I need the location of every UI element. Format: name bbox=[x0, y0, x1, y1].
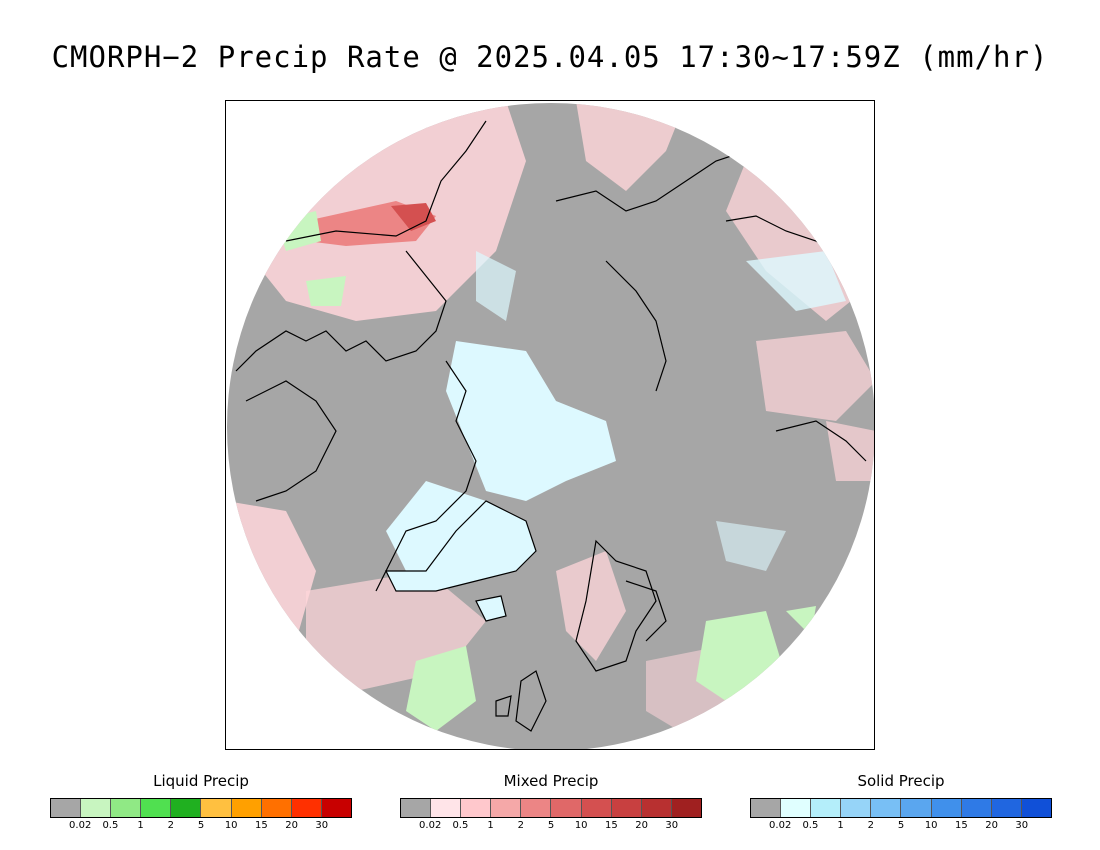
legend-swatch bbox=[901, 799, 932, 817]
legend-title: Mixed Precip bbox=[503, 772, 599, 790]
legend-swatch bbox=[991, 799, 1022, 817]
legend-tick-label: 15 bbox=[605, 820, 618, 831]
legend-tick-label: 30 bbox=[665, 820, 679, 831]
legend-swatch bbox=[581, 799, 612, 817]
legend-tick-label: 20 bbox=[985, 820, 998, 831]
legend-tick-label: 30 bbox=[1015, 820, 1029, 831]
legend-swatch bbox=[841, 799, 872, 817]
legend-tick-label: 15 bbox=[955, 820, 968, 831]
legend-swatch bbox=[201, 799, 232, 817]
legend-mixed: Mixed Precip 0.02 0.5 1 2 5 10 15 20 30 bbox=[400, 772, 702, 832]
legend-title: Solid Precip bbox=[857, 772, 945, 790]
legend-tick-label: 10 bbox=[574, 820, 588, 831]
legend-tick-label: 2 bbox=[517, 820, 524, 831]
map-title: CMORPH−2 Precip Rate @ 2025.04.05 17:30~… bbox=[51, 40, 1049, 74]
legend-solid: Solid Precip 0.02 0.5 1 2 5 10 15 20 30 bbox=[750, 772, 1052, 832]
legend-swatch bbox=[671, 799, 701, 817]
legend-color-bar bbox=[750, 798, 1052, 818]
legend-tick-label: 2 bbox=[867, 820, 874, 831]
legend-tick-label: 5 bbox=[897, 820, 905, 831]
legend-swatch bbox=[51, 799, 82, 817]
legend-swatch bbox=[641, 799, 672, 817]
legend-swatch bbox=[751, 799, 782, 817]
legend-swatch bbox=[171, 799, 202, 817]
legend-tick-label: 0.5 bbox=[102, 820, 119, 831]
legend-swatch bbox=[261, 799, 292, 817]
legend-tick-label: 0.02 bbox=[69, 820, 92, 831]
legend-swatch bbox=[551, 799, 582, 817]
heavy-mixed-core bbox=[391, 203, 436, 231]
legend-tick-label: 5 bbox=[197, 820, 205, 831]
legend-tick-label: 20 bbox=[635, 820, 648, 831]
legend-swatch bbox=[291, 799, 322, 817]
legend-tick-label: 30 bbox=[315, 820, 329, 831]
legend-swatch bbox=[81, 799, 112, 817]
legend-swatch bbox=[611, 799, 642, 817]
legend-swatch bbox=[961, 799, 992, 817]
legend-swatch bbox=[111, 799, 142, 817]
legend-tick-label: 1 bbox=[837, 820, 844, 831]
legend-swatch bbox=[401, 799, 432, 817]
legend-liquid: Liquid Precip 0.02 0.5 1 2 5 10 15 20 30 bbox=[50, 772, 352, 832]
legend-swatch bbox=[931, 799, 962, 817]
legend-swatch bbox=[521, 799, 552, 817]
legend-tick-label: 10 bbox=[924, 820, 938, 831]
legend-swatch bbox=[141, 799, 172, 817]
legend-tick-label: 2 bbox=[167, 820, 174, 831]
legend-swatch bbox=[1021, 799, 1051, 817]
legend-tick-label: 1 bbox=[487, 820, 494, 831]
legend-swatch bbox=[431, 799, 462, 817]
legend-swatch bbox=[321, 799, 351, 817]
map-frame bbox=[225, 100, 875, 750]
legend-swatch bbox=[811, 799, 842, 817]
legend-swatch bbox=[781, 799, 812, 817]
legend-ticks: 0.02 0.5 1 2 5 10 15 20 30 bbox=[400, 818, 702, 832]
legend-tick-label: 10 bbox=[224, 820, 238, 831]
legend-tick-label: 0.5 bbox=[452, 820, 469, 831]
legend-tick-label: 0.5 bbox=[802, 820, 819, 831]
legend-tick-label: 0.02 bbox=[419, 820, 442, 831]
legend-ticks: 0.02 0.5 1 2 5 10 15 20 30 bbox=[750, 818, 1052, 832]
legend-tick-label: 5 bbox=[547, 820, 555, 831]
legend-swatch bbox=[231, 799, 262, 817]
precip-map bbox=[227, 103, 874, 749]
coastlines bbox=[235, 120, 867, 732]
legend-swatch bbox=[491, 799, 522, 817]
legend-swatch bbox=[461, 799, 492, 817]
legend-tick-label: 1 bbox=[137, 820, 144, 831]
legend-tick-label: 20 bbox=[285, 820, 298, 831]
legend-ticks: 0.02 0.5 1 2 5 10 15 20 30 bbox=[50, 818, 352, 832]
legend-color-bar bbox=[400, 798, 702, 818]
solid-precip-areas bbox=[386, 251, 846, 581]
legend-title: Liquid Precip bbox=[153, 772, 249, 790]
legend-swatch bbox=[871, 799, 902, 817]
legend-color-bar bbox=[50, 798, 352, 818]
legend-tick-label: 0.02 bbox=[769, 820, 792, 831]
legend-tick-label: 15 bbox=[255, 820, 268, 831]
